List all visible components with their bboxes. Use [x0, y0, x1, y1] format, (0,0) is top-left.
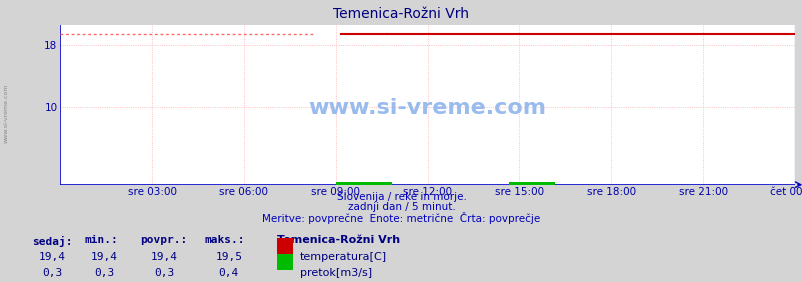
- Text: temperatura[C]: temperatura[C]: [299, 252, 386, 262]
- Text: 19,4: 19,4: [91, 252, 118, 262]
- Text: Temenica-Rožni Vrh: Temenica-Rožni Vrh: [277, 235, 399, 245]
- Text: Temenica-Rožni Vrh: Temenica-Rožni Vrh: [333, 7, 469, 21]
- Text: Meritve: povprečne  Enote: metrične  Črta: povprečje: Meritve: povprečne Enote: metrične Črta:…: [262, 212, 540, 224]
- Text: 0,3: 0,3: [94, 268, 115, 278]
- Text: maks.:: maks.:: [205, 235, 245, 245]
- Text: 19,4: 19,4: [38, 252, 66, 262]
- Text: www.si-vreme.com: www.si-vreme.com: [4, 83, 9, 142]
- Text: 0,3: 0,3: [154, 268, 175, 278]
- Text: Slovenija / reke in morje.: Slovenija / reke in morje.: [336, 192, 466, 202]
- Text: www.si-vreme.com: www.si-vreme.com: [308, 98, 546, 118]
- Text: zadnji dan / 5 minut.: zadnji dan / 5 minut.: [347, 202, 455, 212]
- Text: povpr.:: povpr.:: [140, 235, 188, 245]
- Text: sedaj:: sedaj:: [32, 235, 72, 246]
- Text: pretok[m3/s]: pretok[m3/s]: [299, 268, 371, 278]
- Text: 0,4: 0,4: [218, 268, 239, 278]
- Text: 19,4: 19,4: [151, 252, 178, 262]
- Text: 19,5: 19,5: [215, 252, 242, 262]
- Text: 0,3: 0,3: [42, 268, 63, 278]
- Text: min.:: min.:: [84, 235, 118, 245]
